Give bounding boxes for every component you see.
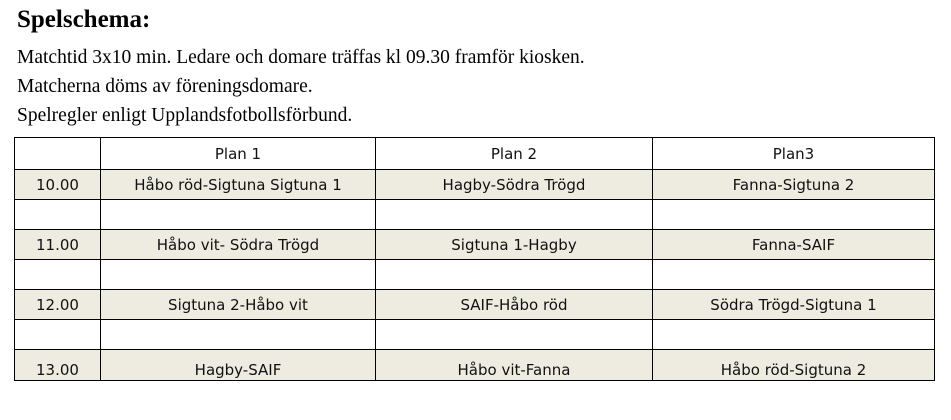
table-row: 12.00 Sigtuna 2-Håbo vit SAIF-Håbo röd Södr… [14,289,935,320]
match-cell: Södra Trögd-Sigtuna 1 [652,289,935,320]
table-row [14,259,935,290]
match-cell [375,259,653,290]
header-cell: Plan 2 [375,137,653,170]
time-cell [14,259,101,290]
match-cell: Håbo vit- Södra Trögd [100,229,376,260]
time-cell: 12.00 [14,289,101,320]
match-cell: Sigtuna 2-Håbo vit [100,289,376,320]
match-cell: Hagby-SAIF [100,349,376,381]
info-line-match-time: Matchtid 3x10 min. Ledare och domare trä… [17,47,585,68]
time-cell: 13.00 [14,349,101,381]
match-cell: Sigtuna 1-Hagby [375,229,653,260]
page-title: Spelschema: [17,6,151,33]
match-cell [375,319,653,350]
match-cell [100,319,376,350]
header-cell: Plan3 [652,137,935,170]
time-cell: 10.00 [14,169,101,200]
header-cell: Plan 1 [100,137,376,170]
time-cell [14,199,101,230]
match-cell [652,319,935,350]
table-row: 13.00 Hagby-SAIF Håbo vit-Fanna Håbo röd-Si… [14,349,935,381]
match-cell [100,259,376,290]
header-cell [14,137,101,170]
match-cell [100,199,376,230]
match-cell: Håbo röd-Sigtuna 2 [652,349,935,381]
match-cell: SAIF-Håbo röd [375,289,653,320]
table-header-row: Plan 1 Plan 2 Plan3 [14,137,935,170]
match-cell: Håbo vit-Fanna [375,349,653,381]
info-line-rules: Spelregler enligt Upplandsfotbollsförbun… [17,105,353,126]
match-cell [652,199,935,230]
table-row [14,199,935,230]
match-cell: Håbo röd-Sigtuna Sigtuna 1 [100,169,376,200]
match-cell: Hagby-Södra Trögd [375,169,653,200]
time-cell: 11.00 [14,229,101,260]
time-cell [14,319,101,350]
match-cell: Fanna-Sigtuna 2 [652,169,935,200]
match-cell [652,259,935,290]
table-row: 11.00 Håbo vit- Södra Trögd Sigtuna 1-Hagb… [14,229,935,260]
info-line-referees: Matcherna döms av föreningsdomare. [17,76,313,97]
schedule-table: Plan 1 Plan 2 Plan3 10.00 Håbo röd-Sigtun… [14,137,935,381]
match-cell [375,199,653,230]
match-cell: Fanna-SAIF [652,229,935,260]
table-row [14,319,935,350]
table-row: 10.00 Håbo röd-Sigtuna Sigtuna 1 Hagby-Söd… [14,169,935,200]
